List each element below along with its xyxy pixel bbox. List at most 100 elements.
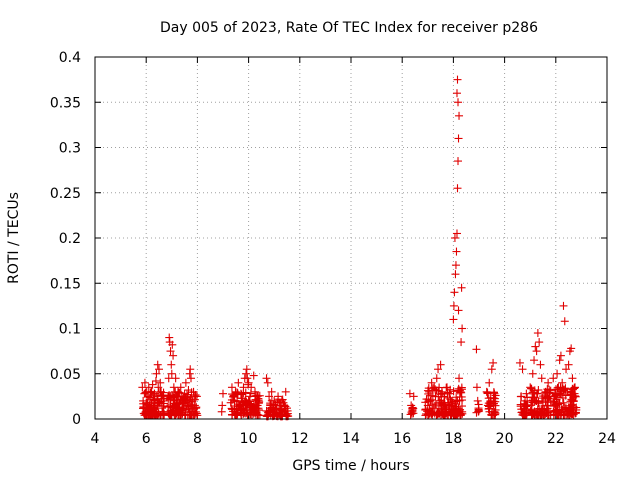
cluster-point [453,411,462,420]
cluster-point [452,393,461,402]
plot-frame [94,56,608,420]
data-point [454,98,463,107]
data-point [180,389,189,398]
cluster-point [166,410,175,419]
y-tick-label: 0.25 [50,186,81,202]
data-points [138,75,581,416]
data-point [572,405,581,414]
x-tick-label: 12 [291,431,309,447]
data-point [176,383,185,392]
data-point [441,404,450,413]
data-point [485,378,494,387]
cluster-point [236,406,245,415]
data-point [192,392,201,401]
data-point [422,395,431,404]
data-point [219,389,227,398]
data-point [540,405,549,414]
data-point [152,369,161,378]
cluster-point [559,398,568,407]
data-point [526,383,535,392]
data-point [542,401,551,410]
data-point [192,404,201,413]
data-point [559,301,568,310]
data-point [452,89,461,98]
data-point [531,342,540,351]
data-point [164,374,173,383]
data-point [283,404,291,413]
data-point [243,374,252,383]
data-point [472,345,481,354]
data-point [263,378,272,387]
data-point [445,389,454,398]
data-point [528,369,537,378]
data-point [453,184,462,193]
data-point [231,387,240,396]
cluster-point [566,408,575,417]
data-point [408,405,417,414]
data-point [254,405,263,414]
cluster-point [561,391,570,400]
data-point [247,383,256,392]
data-point [554,383,563,392]
data-point [156,378,165,387]
cluster-point [187,400,196,409]
cluster-point [229,407,238,416]
data-point [174,387,183,396]
x-tick-label: 14 [342,431,360,447]
data-point [563,387,572,396]
cluster-point [483,389,492,398]
data-point [169,351,178,360]
data-point [268,405,277,414]
cluster-point [455,388,464,397]
data-point [158,407,167,416]
data-point [428,404,437,413]
data-point [168,340,177,349]
data-point [522,389,531,398]
data-point [151,401,160,410]
cluster-point [439,411,448,420]
data-point [455,374,464,383]
data-point [236,389,245,398]
cluster-point [568,396,577,405]
data-point [425,387,434,396]
data-point [218,401,227,410]
data-point [148,380,157,389]
data-point [157,387,166,396]
data-point [186,365,195,374]
data-point [226,398,235,407]
data-point [188,396,197,405]
data-point [167,360,176,369]
data-point [473,396,482,405]
data-point [184,386,193,395]
data-point [560,317,569,326]
data-point [517,392,526,401]
y-tick-label: 0.35 [50,95,81,111]
cluster-point [438,409,447,418]
data-point [446,401,455,410]
x-tick-label: 20 [496,431,514,447]
data-point [518,365,527,374]
data-point [440,392,449,401]
y-tick-label: 0.3 [59,141,81,157]
data-point [472,383,481,392]
data-point [541,387,550,396]
y-axis-label: ROTI / TECUs [6,192,22,284]
cluster-point [562,404,571,413]
data-point [423,401,432,410]
data-point [452,229,461,238]
cluster-point [458,402,467,411]
data-point [238,398,247,407]
cluster-point [281,402,290,411]
data-point [451,261,460,270]
data-point [436,360,445,369]
y-tick-label: 0.2 [59,231,81,247]
data-point [523,401,532,410]
cluster-point [237,390,246,399]
data-point [569,396,578,405]
data-point [267,387,276,396]
data-point [407,401,416,410]
data-point [562,365,571,374]
data-point [556,351,565,360]
data-point [141,407,150,416]
